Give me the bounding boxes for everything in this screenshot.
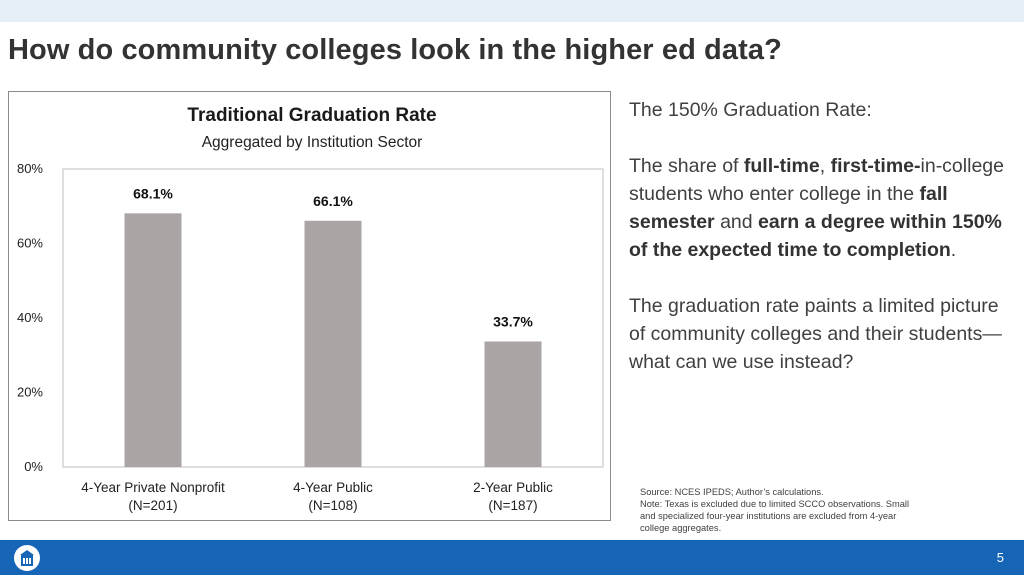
x-category-label: (N=201) [128,498,177,513]
definition-heading: The 150% Graduation Rate: [629,99,872,121]
x-category-label: 4-Year Private Nonprofit [81,480,225,495]
x-category-label: 2-Year Public [473,480,553,495]
definition-text: The share of full-time, first-time-in-co… [629,155,1004,261]
data-label: 68.1% [133,185,173,201]
definition-panel: The 150% Graduation Rate: The share of f… [629,96,1009,376]
y-tick-label: 0% [24,459,43,474]
y-tick-label: 40% [17,310,43,325]
top-band [0,0,1024,22]
source-note: Source: NCES IPEDS; Author’s calculation… [640,486,980,534]
note-line: college aggregates. [640,523,722,533]
limitation-text: The graduation rate paints a limited pic… [629,295,1002,373]
bar [304,220,362,467]
y-tick-label: 20% [17,385,43,400]
building-logo-icon [14,545,40,571]
data-label: 33.7% [493,313,533,329]
bar [484,341,542,467]
chart-subtitle: Aggregated by Institution Sector [202,134,423,151]
note-line: and specialized four-year institutions a… [640,511,897,521]
note-line: Note: Texas is excluded due to limited S… [640,499,910,509]
x-category-label: 4-Year Public [293,480,373,495]
y-tick-label: 60% [17,236,43,251]
footer-bar: 5 [0,540,1024,575]
page-number: 5 [996,550,1004,565]
source-line: Source: NCES IPEDS; Author’s calculation… [640,487,824,497]
bar-chart: Traditional Graduation Rate Aggregated b… [17,105,604,513]
chart-frame: Traditional Graduation Rate Aggregated b… [8,91,611,521]
data-label: 66.1% [313,193,353,209]
x-category-label: (N=108) [308,498,357,513]
bar [124,213,182,467]
y-tick-label: 80% [17,161,43,176]
chart-title: Traditional Graduation Rate [187,105,436,126]
x-category-label: (N=187) [488,498,537,513]
slide-title: How do community colleges look in the hi… [8,34,782,66]
